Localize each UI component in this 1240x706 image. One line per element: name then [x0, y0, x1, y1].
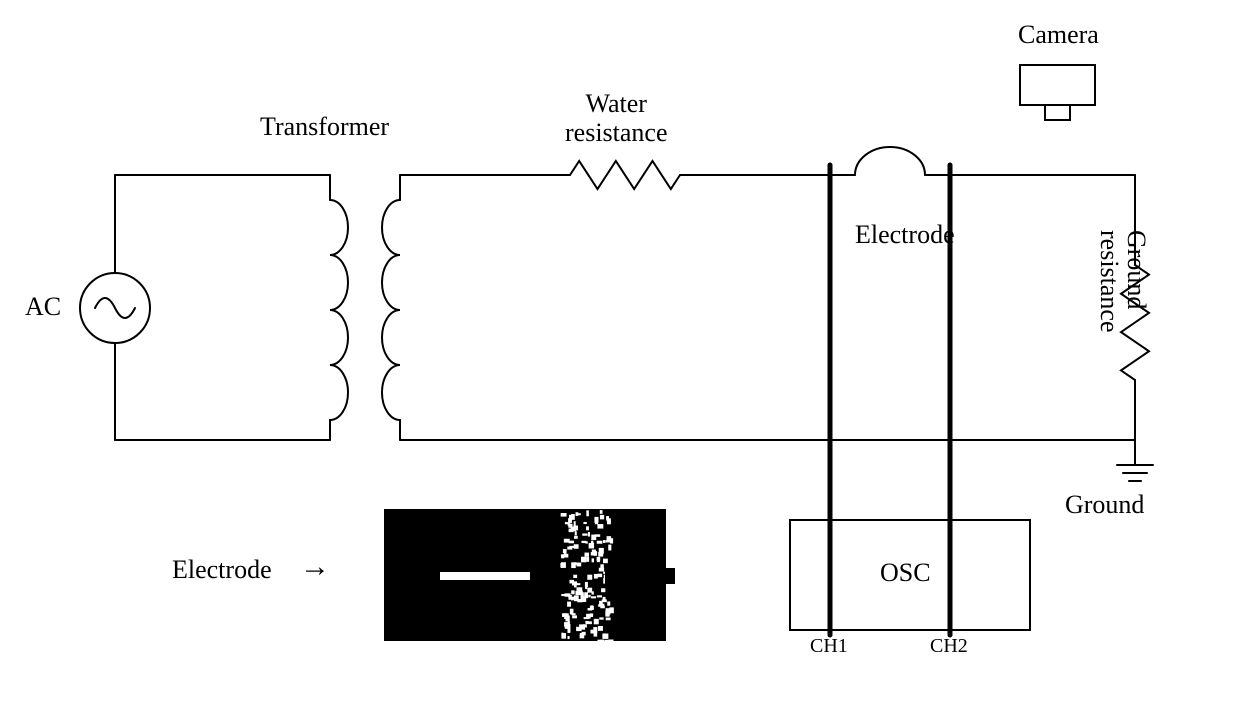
transformer-label: Transformer: [260, 112, 389, 142]
water-resistance-line1: Water resistance: [565, 89, 668, 147]
ground-label: Ground: [1065, 490, 1144, 520]
ch1-label: CH1: [810, 635, 848, 658]
water-resistance-label: Water resistance: [565, 90, 668, 147]
camera-label: Camera: [1018, 20, 1099, 50]
osc-label: OSC: [880, 558, 931, 588]
electrode-bottom-label: Electrode: [172, 555, 272, 585]
ch2-label: CH2: [930, 635, 968, 658]
ground-resistance-label: Ground resistance: [1095, 230, 1150, 333]
electrode-top-label: Electrode: [855, 220, 955, 250]
ground-resistance-text: Ground resistance: [1095, 230, 1151, 333]
arrow-label: →: [300, 550, 330, 584]
ac-label: AC: [25, 292, 61, 322]
